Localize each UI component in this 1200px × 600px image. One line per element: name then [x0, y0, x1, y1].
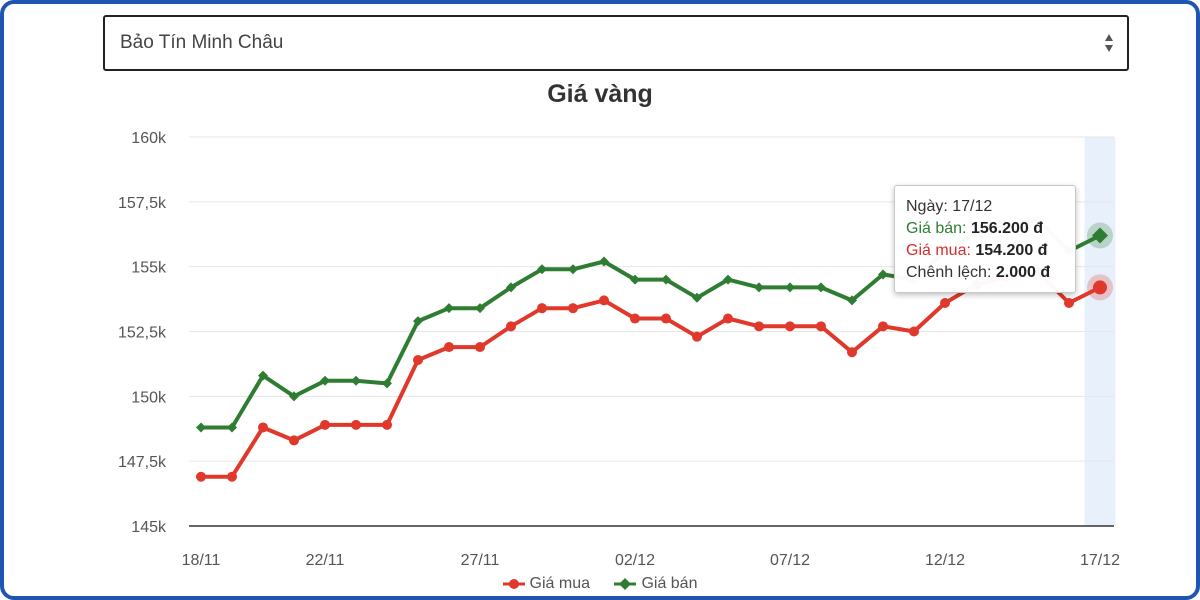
legend-gia-mua-icon [502, 579, 525, 589]
chart-tooltip: Ngày: 17/12 Giá bán: 156.200 đ Giá mua: … [894, 185, 1076, 293]
store-select[interactable]: Bảo Tín Minh Châu [103, 15, 1129, 71]
y-tick-label: 145k [131, 519, 167, 536]
data-point-gia-ban [506, 282, 516, 293]
data-point-gia-mua [940, 297, 950, 308]
store-select-value: Bảo Tín Minh Châu [120, 32, 284, 53]
data-point-gia-ban [599, 256, 609, 267]
tooltip-sell-value: 156.200 đ [970, 220, 1043, 237]
data-point-gia-ban [754, 282, 764, 293]
data-point-gia-ban [444, 303, 454, 314]
legend-item-gia-mua[interactable]: Giá mua [502, 575, 590, 593]
data-point-gia-mua [692, 331, 702, 342]
x-tick-label: 12/12 [925, 552, 965, 569]
tooltip-sell-label: Giá bán: [906, 220, 967, 237]
x-tick-label: 18/11 [182, 552, 221, 569]
data-point-gia-mua [878, 321, 888, 332]
data-point-gia-ban [537, 264, 547, 275]
data-point-gia-mua [320, 419, 330, 430]
chart-legend: Giá mua Giá bán [4, 575, 1196, 593]
data-point-gia-mua [351, 419, 361, 430]
data-point-gia-ban [878, 269, 888, 280]
data-point-gia-mua [537, 303, 547, 314]
data-point-gia-mua [661, 313, 671, 324]
gold-price-line-chart[interactable]: 145k 147,5k 150k 152,5k 155k 157,5k 160k 18/11 2… [4, 4, 1196, 596]
tooltip-diff-value: 2.000 đ [995, 264, 1051, 281]
data-point-gia-ban [196, 422, 206, 433]
data-point-gia-mua [382, 419, 392, 430]
tooltip-date-label: Ngày: [906, 198, 948, 215]
data-point-gia-ban [413, 316, 423, 327]
data-point-gia-ban [382, 378, 392, 389]
tooltip-buy-label: Giá mua: [906, 242, 971, 259]
data-point-gia-mua [599, 295, 609, 306]
tooltip-diff-label: Chênh lệch: [906, 264, 992, 281]
x-tick-label: 07/12 [770, 552, 810, 569]
data-point-gia-mua [506, 321, 516, 332]
data-point-gia-ban [816, 282, 826, 293]
y-tick-label: 152,5k [118, 325, 167, 342]
tooltip-buy-row: Giá mua: 154.200 đ [906, 240, 1065, 262]
tooltip-diff-row: Chênh lệch: 2.000 đ [906, 262, 1065, 284]
legend-gia-mua-label: Giá mua [529, 575, 590, 592]
data-point-gia-ban [351, 375, 361, 386]
data-point-gia-ban [320, 375, 330, 386]
y-tick-label: 160k [131, 130, 167, 147]
y-tick-label: 157,5k [118, 195, 167, 212]
data-point-gia-ban [692, 292, 702, 303]
data-point-gia-ban [258, 370, 268, 381]
data-point-gia-mua [413, 355, 423, 366]
data-point-gia-mua [444, 342, 454, 353]
series-line-gia-mua [199, 269, 1102, 479]
x-tick-label: 02/12 [615, 552, 655, 569]
tooltip-sell-row: Giá bán: 156.200 đ [906, 218, 1065, 240]
data-point-gia-ban [289, 391, 299, 402]
data-point-gia-mua [1064, 297, 1074, 308]
data-point-gia-ban [661, 274, 671, 285]
data-point-gia-mua [258, 422, 268, 433]
legend-item-gia-ban[interactable]: Giá bán [614, 575, 697, 593]
data-point-gia-mua [723, 313, 733, 324]
x-tick-label: 17/12 [1080, 552, 1120, 569]
tooltip-buy-value: 154.200 đ [975, 242, 1048, 259]
tooltip-date-row: Ngày: 17/12 [906, 196, 1065, 218]
data-point-gia-mua [909, 326, 919, 337]
data-point-gia-ban [568, 264, 578, 275]
tooltip-date-value: 17/12 [952, 198, 993, 215]
data-point-gia-mua [568, 303, 578, 314]
data-point-gia-ban [1092, 227, 1108, 244]
data-point-gia-ban [630, 274, 640, 285]
chart-title: Giá vàng [547, 80, 653, 108]
y-tick-label: 147,5k [118, 454, 167, 471]
legend-gia-ban-label: Giá bán [641, 575, 698, 592]
data-point-gia-ban [227, 422, 237, 433]
data-point-gia-mua [475, 342, 485, 353]
data-point-gia-mua [785, 321, 795, 332]
data-point-gia-mua [754, 321, 764, 332]
x-tick-label: 22/11 [306, 552, 345, 569]
data-point-gia-ban [847, 295, 857, 306]
data-point-gia-ban [475, 303, 485, 314]
data-point-gia-mua [630, 313, 640, 324]
y-tick-label: 155k [131, 260, 167, 277]
legend-gia-ban-icon [614, 578, 637, 590]
data-point-gia-mua [289, 435, 299, 446]
data-point-gia-ban [723, 274, 733, 285]
data-point-gia-mua [227, 471, 237, 482]
data-point-gia-mua [816, 321, 826, 332]
x-tick-label: 27/11 [461, 552, 500, 569]
data-point-gia-mua [196, 471, 206, 482]
y-tick-label: 150k [131, 389, 167, 406]
select-arrows-icon [1105, 34, 1113, 52]
data-point-gia-mua [1093, 280, 1107, 295]
data-point-gia-ban [785, 282, 795, 293]
data-point-gia-mua [847, 347, 857, 358]
